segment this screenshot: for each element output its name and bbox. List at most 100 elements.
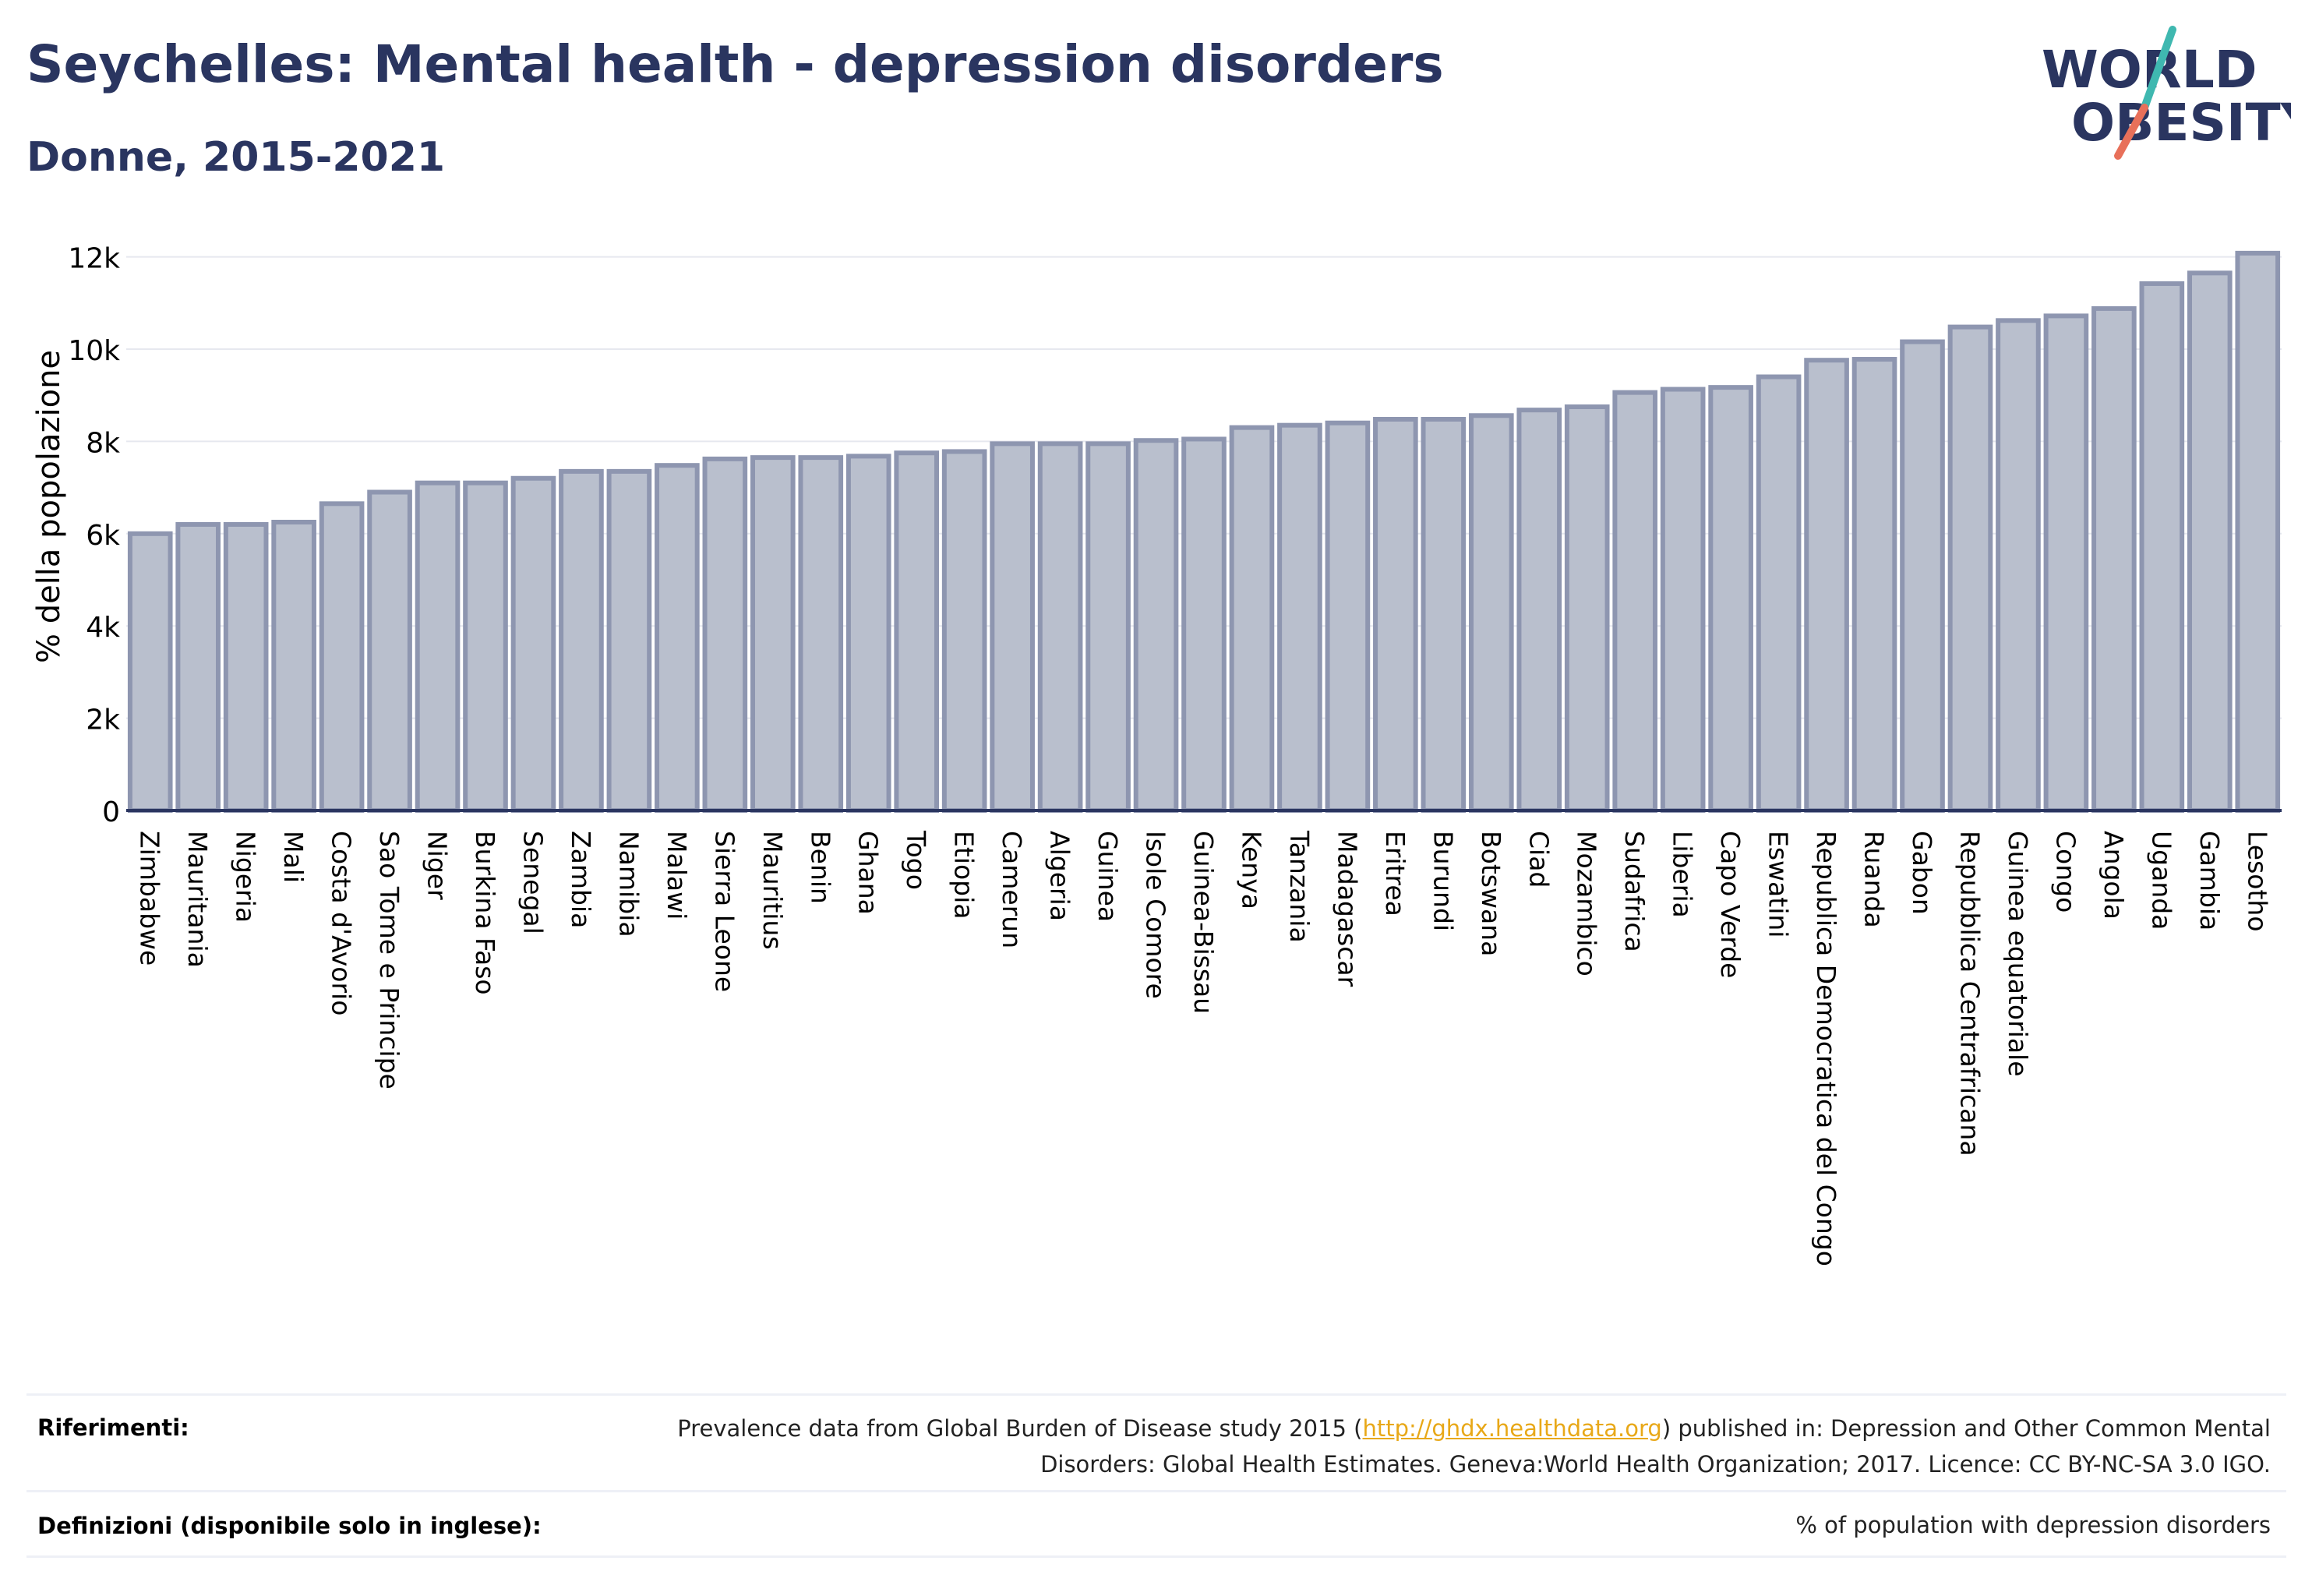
world-obesity-logo: WORLD OBESITY [2042, 26, 2291, 160]
bar-mauritania [175, 521, 221, 814]
y-tick-label: 0 [102, 796, 120, 828]
y-tick-label: 2k [86, 704, 120, 736]
x-tick-label: Mauritius [757, 831, 788, 950]
x-tick-label: Malawi [662, 831, 692, 920]
bar-botswana [1468, 413, 1514, 813]
x-tick-label: Togo [901, 830, 931, 890]
x-tick-label: Senegal [517, 831, 548, 934]
references-link[interactable]: http://ghdx.healthdata.org [1362, 1415, 1662, 1442]
bar-ghana [845, 454, 891, 813]
x-tick-label: Uganda [2146, 831, 2176, 930]
logo-slash-top [2141, 26, 2176, 111]
x-tick-label: Capo Verde [1715, 831, 1746, 978]
x-tick-label: Niger [422, 831, 453, 900]
bar-sudafrica [1612, 390, 1658, 813]
y-tick-label: 12k [68, 243, 120, 275]
bar-malawi [655, 463, 700, 814]
x-tick-label: Lesotho [2242, 831, 2272, 932]
bar-costa-d-avorio [319, 501, 365, 813]
x-tick-label: Madagascar [1332, 831, 1362, 987]
bar-zimbabwe [127, 531, 173, 813]
references-text: Prevalence data from Global Burden of Di… [556, 1411, 2271, 1482]
x-tick-label: Etiopia [949, 831, 980, 920]
bars [127, 250, 2281, 814]
x-tick-label: Guinea equatoriale [2003, 831, 2033, 1077]
bar-tanzania [1277, 422, 1322, 813]
logo-line2: OBESITY [2071, 93, 2291, 153]
bar-eswatini [1756, 374, 1802, 813]
x-tick-label: Eritrea [1380, 831, 1410, 916]
x-tick-label: Gambia [2194, 831, 2225, 930]
x-tick-label: Nigeria [231, 831, 261, 923]
x-tick-label: Mozambico [1572, 831, 1602, 976]
x-tick-label: Costa d'Avorio [327, 831, 357, 1015]
bar-guinea [1085, 441, 1131, 813]
definitions-label: Definizioni (disponibile solo in inglese… [37, 1513, 542, 1539]
x-tick-label: Guinea [1092, 831, 1123, 922]
bar-camerun [990, 441, 1035, 813]
page-subtitle: Donne, 2015-2021 [26, 134, 446, 181]
bar-nigeria [223, 521, 269, 814]
bar-guinea-bissau [1181, 436, 1227, 813]
bar-togo [894, 450, 940, 813]
bar-kenya [1229, 425, 1275, 813]
bar-gabon [1900, 339, 1945, 813]
bar-republica-democratica-del-congo [1804, 358, 1849, 813]
bar-congo [2043, 313, 2089, 814]
bar-mali [271, 520, 316, 813]
bar-burundi [1421, 416, 1467, 813]
y-tick-label: 6k [86, 520, 120, 552]
bar-madagascar [1325, 420, 1371, 813]
bar-algeria [1037, 441, 1083, 813]
x-tick-label: Repubblica Centrafricana [1954, 831, 1985, 1156]
bar-lesotho [2235, 250, 2281, 813]
x-tick-label: Sao Tome e Principe [374, 831, 404, 1089]
bar-angola [2091, 305, 2137, 813]
bar-zambia [559, 468, 604, 813]
bar-mauritius [750, 455, 796, 813]
bar-namibia [606, 468, 652, 813]
bar-ruanda [1851, 357, 1897, 813]
bar-burkina-faso [463, 480, 508, 813]
references-label: Riferimenti: [37, 1414, 189, 1441]
bar-chart: 0 2k 4k 6k 8k 10k 12k Zimbabwe Mauritania Nigeria… [31, 243, 2282, 1266]
x-tick-label: Congo [2050, 831, 2081, 913]
bar-sao-tome-e-principe [367, 489, 412, 814]
x-tick-label: Tanzania [1284, 830, 1315, 943]
logo-slash-bottom [2114, 104, 2148, 160]
x-tick-label: Ruanda [1859, 831, 1890, 928]
bar-gambia [2187, 270, 2233, 813]
x-tick-label: Ciad [1523, 831, 1554, 888]
bar-sierra-leone [702, 456, 748, 813]
x-tick-label: Eswatini [1763, 831, 1794, 937]
x-tick-label: Camerun [997, 831, 1027, 948]
x-tick-label: Mali [278, 831, 309, 883]
y-axis-label: % della popolazione [31, 350, 67, 663]
footer-divider-top [26, 1393, 2286, 1396]
x-tick-label: Mauritania [182, 831, 213, 968]
x-tick-label: Republica Democratica del Congo [1811, 831, 1841, 1266]
x-tick-label: Guinea-Bissau [1188, 831, 1219, 1014]
bar-liberia [1660, 387, 1706, 813]
bar-ciad [1516, 408, 1562, 813]
bar-guinea-equatoriale [1996, 318, 2041, 813]
bar-capo-verde [1708, 385, 1753, 813]
page-title: Seychelles: Mental health - depression d… [26, 34, 1444, 94]
x-tick-label: Zimbabwe [135, 831, 165, 966]
x-tick-label: Burkina Faso [470, 831, 500, 995]
definitions-text: % of population with depression disorder… [1795, 1512, 2271, 1538]
x-tick-label: Algeria [1045, 831, 1075, 921]
references-text-after: ) published in: Depression and Other Com… [1040, 1415, 2271, 1478]
y-tick-label: 8k [86, 427, 120, 459]
x-tick-label: Gabon [1907, 831, 1937, 915]
bar-eritrea [1373, 416, 1418, 813]
references-text-before: Prevalence data from Global Burden of Di… [677, 1415, 1363, 1442]
y-tick-label: 10k [68, 335, 120, 367]
x-tick-label: Ghana [853, 831, 884, 915]
x-tick-label: Sudafrica [1619, 831, 1650, 952]
bar-senegal [510, 475, 556, 813]
axes: 0 2k 4k 6k 8k 10k 12k Zimbabwe Mauritania Nigeria… [68, 243, 2282, 1266]
x-tick-label: Isole Comore [1141, 831, 1171, 999]
x-tick-label: Namibia [613, 831, 644, 937]
x-tick-label: Botswana [1476, 831, 1506, 956]
